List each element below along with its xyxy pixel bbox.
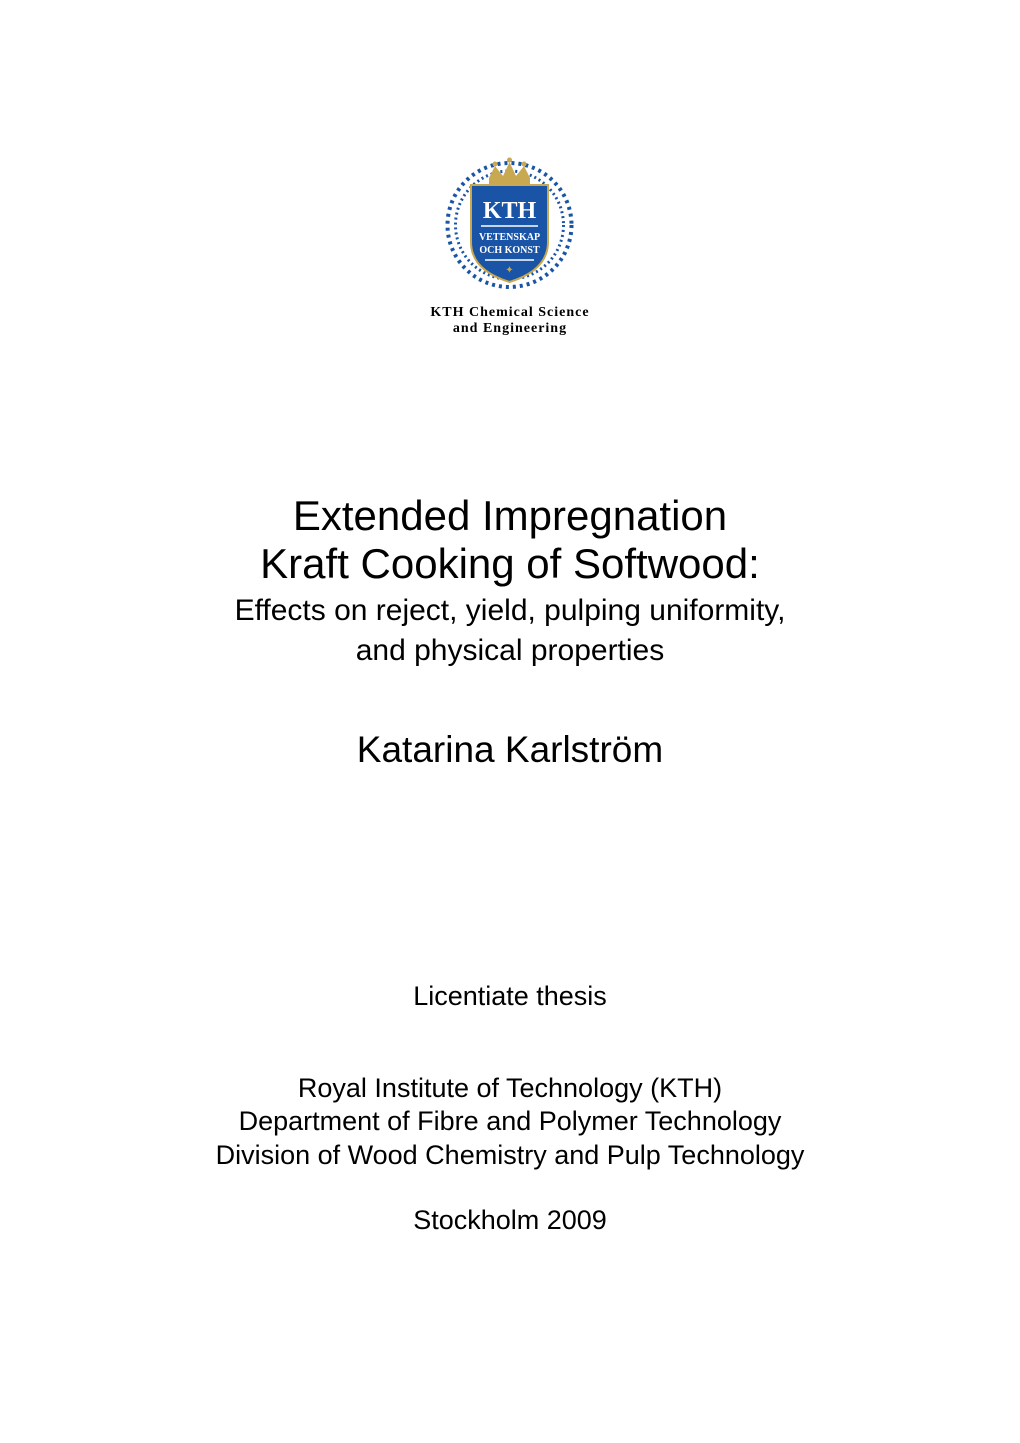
subtitle-line1: Effects on reject, yield, pulping unifor… [235, 593, 786, 629]
logo-block: KTH VETENSKAP OCH KONST ✦ KTH Chemical S… [430, 130, 589, 337]
crown-icon [489, 158, 530, 185]
svg-text:✦: ✦ [506, 265, 514, 276]
place-year: Stockholm 2009 [413, 1205, 607, 1236]
kth-emblem: KTH VETENSKAP OCH KONST ✦ [437, 130, 582, 295]
affiliation-line2: Department of Fibre and Polymer Technolo… [216, 1105, 805, 1139]
affiliation-block: Royal Institute of Technology (KTH) Depa… [216, 1072, 805, 1173]
affiliation-line3: Division of Wood Chemistry and Pulp Tech… [216, 1139, 805, 1173]
logo-abbrev: KTH [483, 198, 537, 224]
author-name: Katarina Karlström [357, 729, 663, 771]
logo-caption-line1: KTH Chemical Science [430, 305, 589, 321]
affiliation-line1: Royal Institute of Technology (KTH) [216, 1072, 805, 1106]
subtitle-line2: and physical properties [235, 633, 786, 669]
logo-motto-2: OCH KONST [480, 245, 541, 256]
logo-caption: KTH Chemical Science and Engineering [430, 305, 589, 337]
thesis-type: Licentiate thesis [413, 981, 607, 1012]
cover-page: KTH VETENSKAP OCH KONST ✦ KTH Chemical S… [0, 0, 1020, 1443]
title-line2: Kraft Cooking of Softwood: [235, 540, 786, 588]
logo-motto-1: VETENSKAP [479, 232, 540, 243]
title-block: Extended Impregnation Kraft Cooking of S… [235, 492, 786, 669]
logo-caption-line2: and Engineering [430, 321, 589, 337]
title-line1: Extended Impregnation [235, 492, 786, 540]
